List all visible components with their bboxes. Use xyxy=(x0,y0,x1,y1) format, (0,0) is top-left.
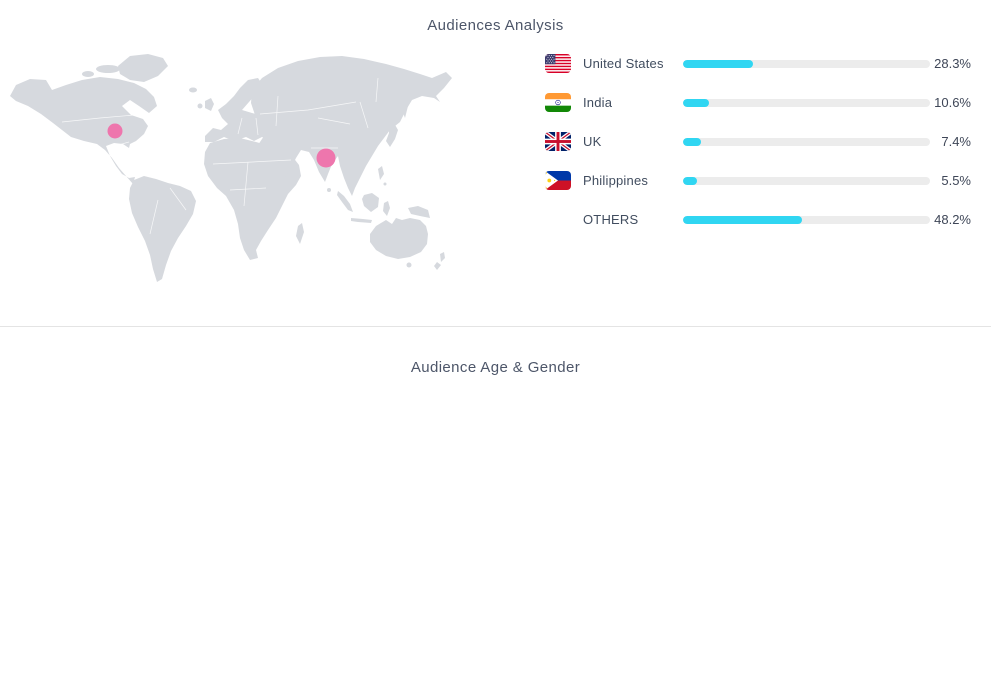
map-sulawesi xyxy=(383,201,390,216)
map-marker-united-states xyxy=(107,123,123,139)
map-sakhalin xyxy=(402,95,408,118)
country-name: Philippines xyxy=(583,173,649,188)
map-north-america xyxy=(10,77,157,184)
map-borneo xyxy=(362,193,379,212)
country-row-philippines: Philippines 5.5% xyxy=(545,161,971,200)
country-percent: 7.4% xyxy=(941,134,971,149)
map-tasmania xyxy=(406,262,412,268)
india-flag-icon xyxy=(545,93,583,112)
map-marker-india xyxy=(316,148,336,168)
country-bar-fill xyxy=(683,176,697,185)
world-map xyxy=(8,38,505,300)
map-japan xyxy=(386,123,398,147)
country-percent: 10.6% xyxy=(934,95,971,110)
country-name: UK xyxy=(583,134,602,149)
country-row-others: OTHERS 48.2% xyxy=(545,200,971,239)
audiences-analysis-section: Audiences Analysis xyxy=(0,0,991,327)
country-name: OTHERS xyxy=(583,212,639,227)
audiences-analysis-title: Audiences Analysis xyxy=(427,17,564,34)
map-iceland xyxy=(189,87,197,93)
us-flag-icon xyxy=(545,54,583,73)
world-map-svg xyxy=(10,54,452,282)
map-uk xyxy=(205,98,214,111)
map-sumatra xyxy=(337,191,353,212)
map-borders xyxy=(61,77,379,235)
map-south-america xyxy=(129,176,196,282)
uk-flag-icon xyxy=(545,132,583,151)
country-name: India xyxy=(583,95,613,110)
country-list: United States 28.3% India 10.6% xyxy=(545,44,971,239)
country-bar-track xyxy=(683,137,930,146)
country-row-united-states: United States 28.3% xyxy=(545,44,971,83)
map-new-guinea xyxy=(408,206,430,218)
map-madagascar xyxy=(296,223,304,244)
country-percent: 28.3% xyxy=(934,56,971,71)
map-land xyxy=(10,54,452,282)
map-philippines xyxy=(378,166,384,180)
map-sri-lanka xyxy=(327,188,331,192)
map-philippines-island xyxy=(383,182,387,186)
country-bar-fill xyxy=(683,137,702,146)
map-arctic-island xyxy=(96,65,120,73)
map-ireland xyxy=(197,103,203,109)
map-greenland xyxy=(118,54,168,82)
country-percent: 5.5% xyxy=(941,173,971,188)
map-asia xyxy=(251,56,452,196)
country-bar-track xyxy=(683,215,930,224)
country-bar-fill xyxy=(683,59,753,68)
map-new-zealand xyxy=(434,252,445,270)
country-bar-track xyxy=(683,59,930,68)
country-row-india: India 10.6% xyxy=(545,83,971,122)
map-australia xyxy=(370,218,428,259)
country-bar-track xyxy=(683,176,930,185)
map-arctic-island xyxy=(82,71,94,77)
country-bar-fill xyxy=(683,98,710,107)
map-java xyxy=(351,218,372,223)
country-name: United States xyxy=(583,56,664,71)
country-percent: 48.2% xyxy=(934,212,971,227)
country-row-uk: UK 7.4% xyxy=(545,122,971,161)
philippines-flag-icon xyxy=(545,171,583,190)
age-gender-title: Audience Age & Gender xyxy=(410,359,581,376)
age-gender-section: Audience Age & Gender Female Male Age 13… xyxy=(0,327,991,697)
country-bar-fill xyxy=(683,215,803,224)
country-bar-track xyxy=(683,98,930,107)
